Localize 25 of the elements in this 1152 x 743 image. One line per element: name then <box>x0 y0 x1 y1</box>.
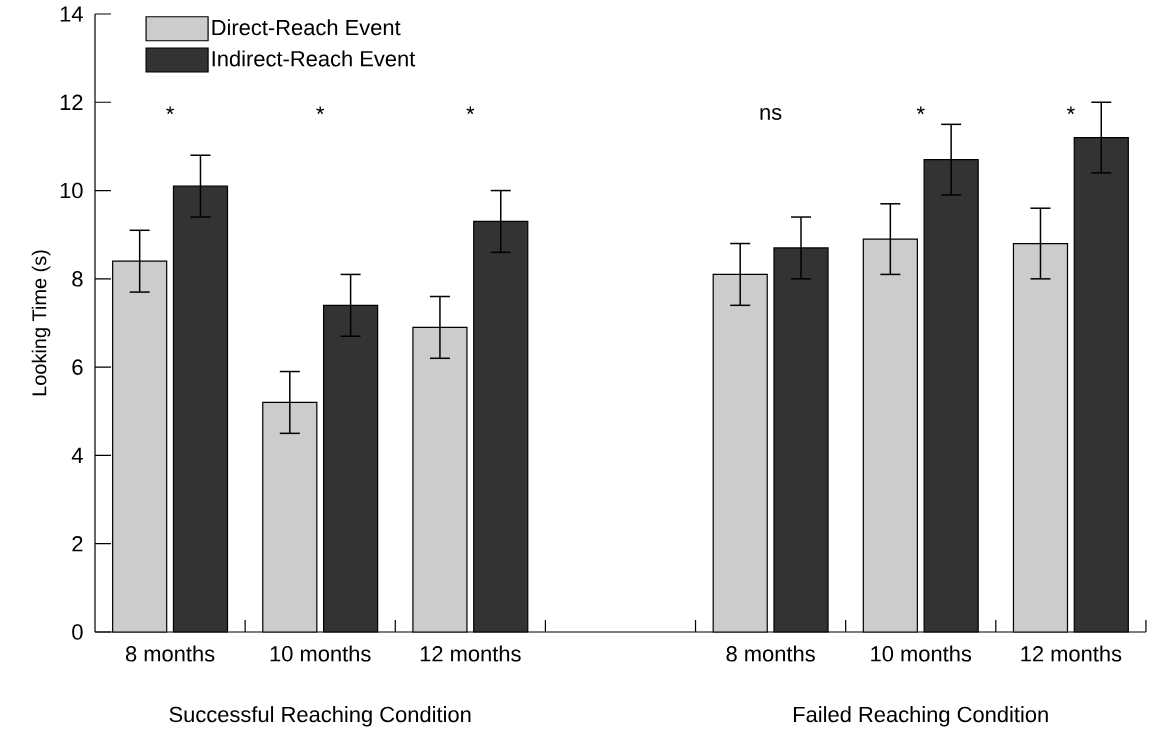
annotation: * <box>166 106 174 115</box>
annotation: * <box>316 106 325 115</box>
x-tick-label: 8 months <box>125 645 215 662</box>
x-tick-label: 10 months <box>871 645 972 662</box>
y-tick-label: 14 <box>60 6 83 22</box>
y-tick-label: 2 <box>72 536 83 552</box>
text: Successful Reaching Condition <box>169 706 471 727</box>
x-tick-label: 12 months <box>420 645 521 662</box>
y-tick-label: 6 <box>72 359 83 375</box>
legend-label: Direct-Reach Event <box>212 19 401 36</box>
x-tick-label: 12 months <box>1021 645 1122 662</box>
annotation: * <box>466 106 475 115</box>
y-tick-label: 4 <box>71 447 83 463</box>
y-tick-label: 8 <box>72 271 83 287</box>
y-axis-title: Looking Time (s) <box>31 250 51 396</box>
y-tick-label: 12 <box>60 94 83 110</box>
x-tick-label: 10 months <box>270 645 371 662</box>
y-tick-label: 10 <box>60 182 83 199</box>
annotation: * <box>1066 106 1075 115</box>
annotation: ns <box>760 107 782 120</box>
annotation: * <box>916 106 925 115</box>
legend-label: Indirect-Reach Event <box>212 50 416 67</box>
y-tick-label: 0 <box>72 624 83 640</box>
text: Failed Reaching Condition <box>794 706 1048 727</box>
x-tick-label: 8 months <box>726 645 815 662</box>
